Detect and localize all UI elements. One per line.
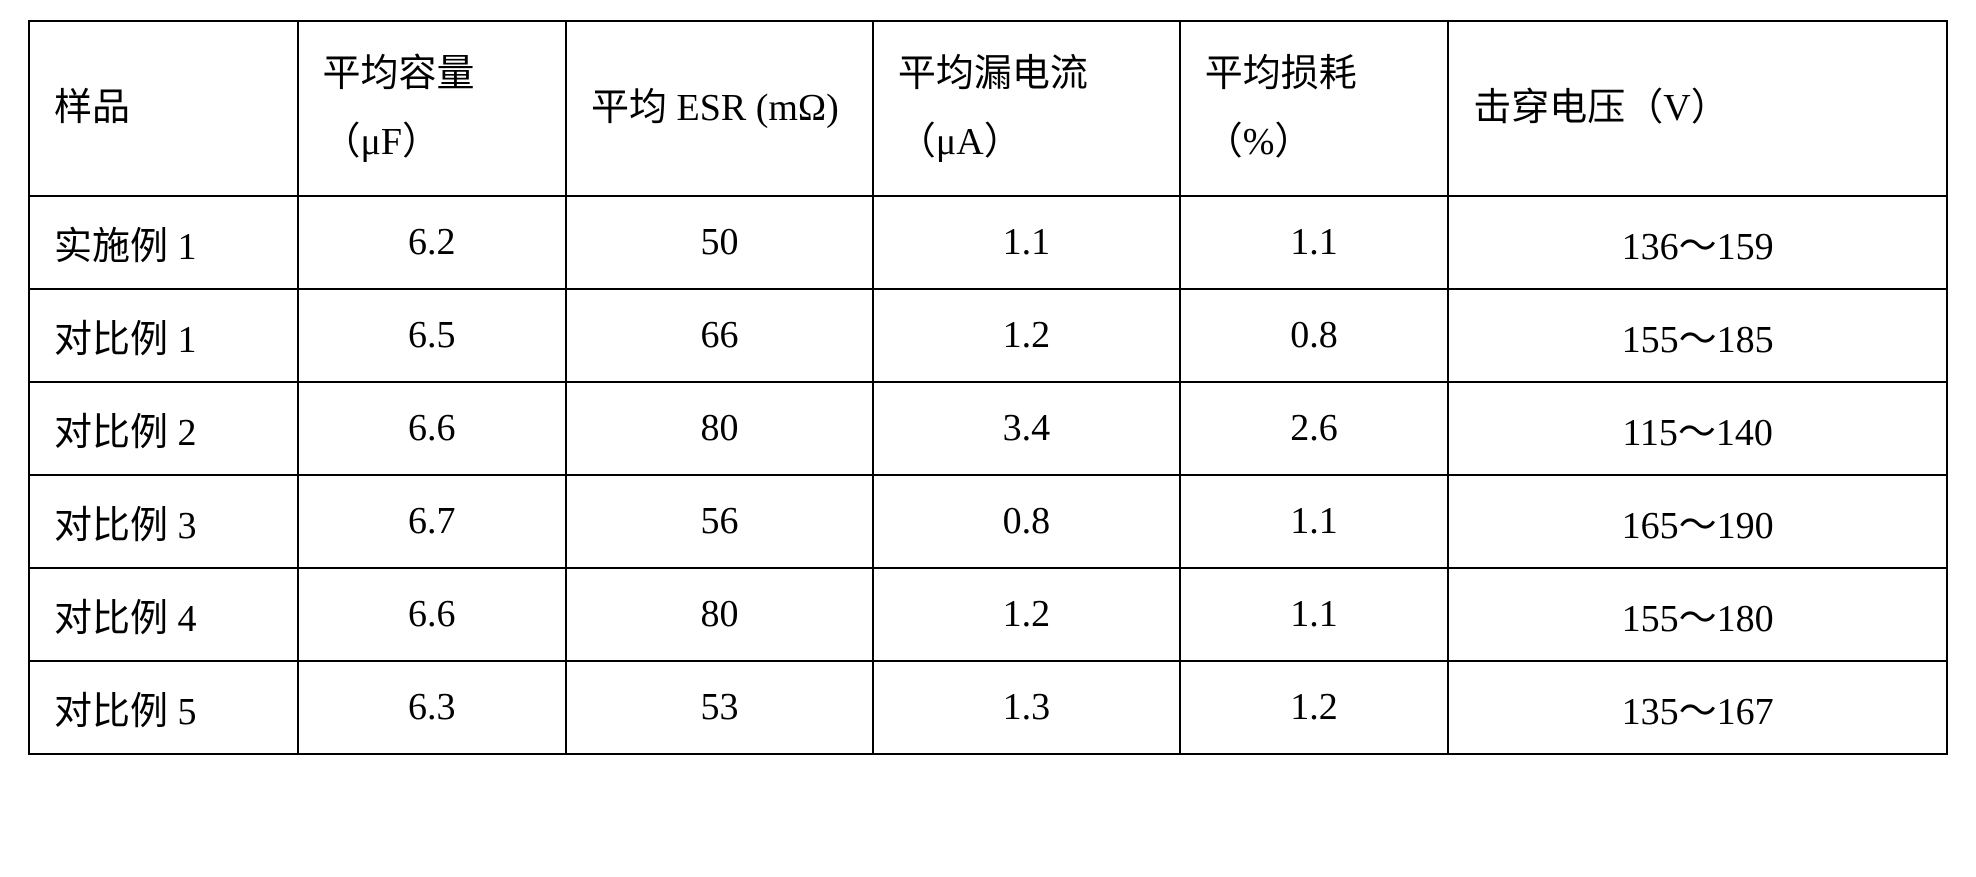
- table-body: 实施例 1 6.2 50 1.1 1.1 136～159 对比例 1 6.5 6…: [29, 196, 1947, 754]
- table-row: 对比例 3 6.7 56 0.8 1.1 165～190: [29, 475, 1947, 568]
- header-esr: 平均 ESR (mΩ): [566, 21, 873, 196]
- data-table: 样品 平均容量（μF） 平均 ESR (mΩ) 平均漏电流（μA） 平均损耗（%…: [28, 20, 1948, 755]
- cell-esr: 80: [566, 568, 873, 661]
- cell-loss: 1.2: [1180, 661, 1449, 754]
- cell-loss: 1.1: [1180, 568, 1449, 661]
- header-breakdown: 击穿电压（V）: [1448, 21, 1947, 196]
- cell-capacity: 6.6: [298, 568, 567, 661]
- cell-esr: 50: [566, 196, 873, 289]
- cell-capacity: 6.6: [298, 382, 567, 475]
- cell-esr: 80: [566, 382, 873, 475]
- cell-capacity: 6.7: [298, 475, 567, 568]
- cell-leakage: 1.2: [873, 568, 1180, 661]
- cell-sample: 对比例 1: [29, 289, 298, 382]
- table-row: 对比例 4 6.6 80 1.2 1.1 155～180: [29, 568, 1947, 661]
- cell-sample: 实施例 1: [29, 196, 298, 289]
- cell-leakage: 0.8: [873, 475, 1180, 568]
- table-row: 对比例 5 6.3 53 1.3 1.2 135～167: [29, 661, 1947, 754]
- cell-breakdown: 136～159: [1448, 196, 1947, 289]
- table-row: 实施例 1 6.2 50 1.1 1.1 136～159: [29, 196, 1947, 289]
- header-loss: 平均损耗（%）: [1180, 21, 1449, 196]
- header-capacity: 平均容量（μF）: [298, 21, 567, 196]
- cell-leakage: 1.2: [873, 289, 1180, 382]
- cell-sample: 对比例 4: [29, 568, 298, 661]
- cell-capacity: 6.5: [298, 289, 567, 382]
- cell-breakdown: 135～167: [1448, 661, 1947, 754]
- cell-leakage: 1.3: [873, 661, 1180, 754]
- header-leakage: 平均漏电流（μA）: [873, 21, 1180, 196]
- cell-leakage: 1.1: [873, 196, 1180, 289]
- cell-capacity: 6.2: [298, 196, 567, 289]
- cell-esr: 66: [566, 289, 873, 382]
- cell-loss: 0.8: [1180, 289, 1449, 382]
- header-row: 样品 平均容量（μF） 平均 ESR (mΩ) 平均漏电流（μA） 平均损耗（%…: [29, 21, 1947, 196]
- cell-breakdown: 155～180: [1448, 568, 1947, 661]
- cell-sample: 对比例 2: [29, 382, 298, 475]
- cell-esr: 53: [566, 661, 873, 754]
- cell-sample: 对比例 5: [29, 661, 298, 754]
- cell-loss: 1.1: [1180, 475, 1449, 568]
- cell-breakdown: 115～140: [1448, 382, 1947, 475]
- cell-sample: 对比例 3: [29, 475, 298, 568]
- table-row: 对比例 2 6.6 80 3.4 2.6 115～140: [29, 382, 1947, 475]
- table-row: 对比例 1 6.5 66 1.2 0.8 155～185: [29, 289, 1947, 382]
- header-sample: 样品: [29, 21, 298, 196]
- cell-leakage: 3.4: [873, 382, 1180, 475]
- cell-breakdown: 155～185: [1448, 289, 1947, 382]
- cell-loss: 1.1: [1180, 196, 1449, 289]
- cell-esr: 56: [566, 475, 873, 568]
- cell-capacity: 6.3: [298, 661, 567, 754]
- cell-breakdown: 165～190: [1448, 475, 1947, 568]
- table-header: 样品 平均容量（μF） 平均 ESR (mΩ) 平均漏电流（μA） 平均损耗（%…: [29, 21, 1947, 196]
- cell-loss: 2.6: [1180, 382, 1449, 475]
